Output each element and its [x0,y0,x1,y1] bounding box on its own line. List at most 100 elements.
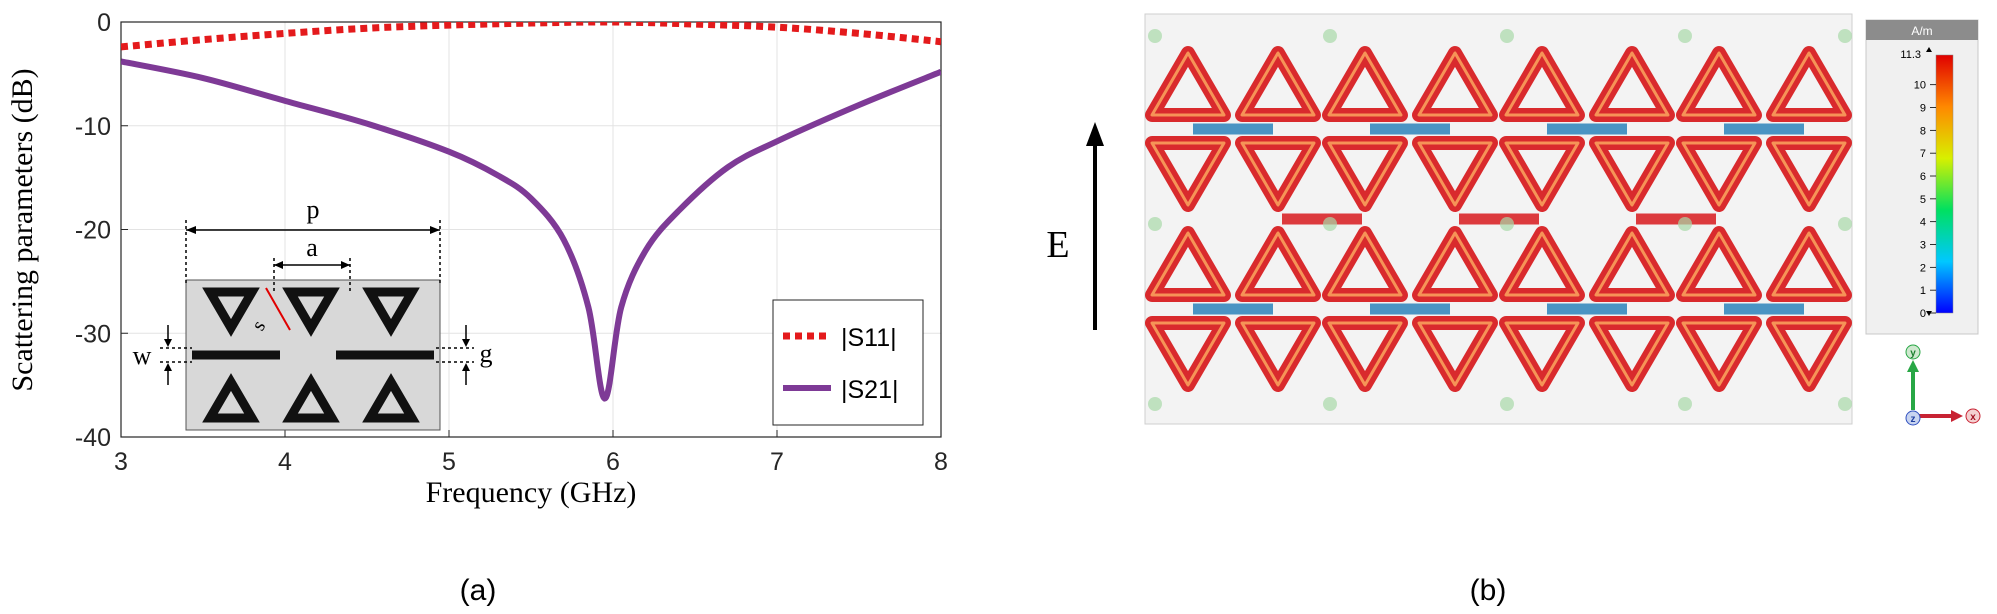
legend-box [772,299,924,426]
field-triangle-edge [1327,321,1403,387]
field-triangle-edge [1327,141,1403,207]
field-node [1838,29,1852,43]
field-triangle-edge [1681,321,1757,387]
axis-x-label: x [1970,412,1976,423]
x-tick-label: 7 [770,448,784,476]
field-node [1678,397,1692,411]
legend-s21-label: |S21| [841,376,898,404]
axis-y-badge [1905,344,1921,360]
caption-b: (b) [1470,574,1507,607]
colorbar-tick-label: 1 [1920,285,1926,297]
field-node [1148,29,1162,43]
colorbar-unit-header [1866,20,1978,40]
axis-y-label: y [1910,348,1916,359]
field-triangle-edge [1504,231,1580,297]
field-node [1838,217,1852,231]
field-triangle-edge [1771,231,1847,297]
field-triangle-edge [1594,51,1670,117]
unit-cell-triangles [192,287,434,423]
series-line-s11 [121,22,941,51]
dimension-w [160,325,192,385]
colorbar-tick-label: 3 [1920,240,1926,252]
colorbar-max-label: 11.3 [1900,49,1921,61]
field-node [1678,217,1692,231]
colorbar-min-marker [1926,311,1932,316]
legend: |S11| |S21| [772,299,924,426]
field-triangle-edge [1594,321,1670,387]
field-triangle-edge [1417,321,1493,387]
field-triangle-edge [1150,51,1226,117]
field-node [1500,217,1514,231]
field-direction-label: E [1046,224,1069,266]
caption-a: (a) [460,574,497,607]
colorbar-unit: A/m [1911,24,1932,38]
colorbar-tick-label: 2 [1920,262,1926,274]
y-tick-label: -20 [75,217,111,245]
y-tick-label: -40 [75,424,111,452]
series-layer [121,22,941,402]
y-axis-label: Scattering parameters (dB) [6,68,39,391]
colorbar-tick-label: 5 [1920,194,1926,206]
dimension-a-label: a [306,233,318,262]
dimension-g-label: g [480,339,493,368]
field-triangle-edge [1594,231,1670,297]
legend-s11-label: |S11| [841,324,897,352]
x-tick-label: 6 [606,448,620,476]
colorbar-tick-label: 9 [1920,103,1926,115]
field-node [1148,397,1162,411]
field-triangle-edge [1681,51,1757,117]
field-direction-arrow [1086,122,1104,330]
x-tick-label: 8 [934,448,948,476]
field-triangle-edge [1417,51,1493,117]
dimension-p-label: p [307,195,320,224]
field-node [1500,29,1514,43]
field-node [1678,29,1692,43]
field-triangle-edge [1504,141,1580,207]
x-tick-label: 3 [114,448,128,476]
colorbar-tick-label: 10 [1914,80,1926,92]
field-node [1148,217,1162,231]
field-triangle-edge [1504,321,1580,387]
field-triangle-edge [1240,321,1316,387]
field-triangle-edge [1771,51,1847,117]
colorbar-tick-label: 0 [1920,308,1926,320]
x-axis-ticks: 3 4 5 6 7 8 [114,430,948,476]
panel-a: 3 4 5 6 7 8 0 -10 -20 -30 -40 Frequency (GHz) Sca… [6,9,948,607]
colorbar-tick-label: 8 [1920,125,1926,137]
field-triangle-edge [1327,51,1403,117]
series-line-s21 [121,58,941,402]
field-node [1838,397,1852,411]
field-node [1323,29,1337,43]
field-triangle-edge [1150,321,1226,387]
field-node [1323,217,1337,231]
x-tick-label: 4 [278,448,292,476]
field-triangle-edge [1240,141,1316,207]
field-triangle-edge [1417,141,1493,207]
axis-z-badge [1905,410,1921,426]
colorbar-gradient [1935,54,1954,314]
dimension-p [185,220,441,285]
dimension-w-label: w [133,341,152,370]
colorbar-tick-label: 7 [1920,148,1926,160]
axes-triad: y z x [1905,344,1981,426]
field-triangle-edge [1240,51,1316,117]
field-triangle-edge [1327,231,1403,297]
axis-z-label: z [1911,414,1916,425]
field-triangle-edge [1594,141,1670,207]
field-triangle-edge [1150,231,1226,297]
field-triangle-edge [1681,141,1757,207]
colorbar-tick-label: 4 [1920,217,1926,229]
field-triangle-edge [1771,141,1847,207]
field-triangle-edge [1504,51,1580,117]
colorbar-max-marker [1926,47,1932,52]
field-triangle-edge [1771,321,1847,387]
dimension-g [436,325,474,385]
field-triangle-edge [1240,231,1316,297]
axis-x-badge [1965,408,1981,424]
field-triangle-edge [1681,231,1757,297]
field-node [1500,397,1514,411]
